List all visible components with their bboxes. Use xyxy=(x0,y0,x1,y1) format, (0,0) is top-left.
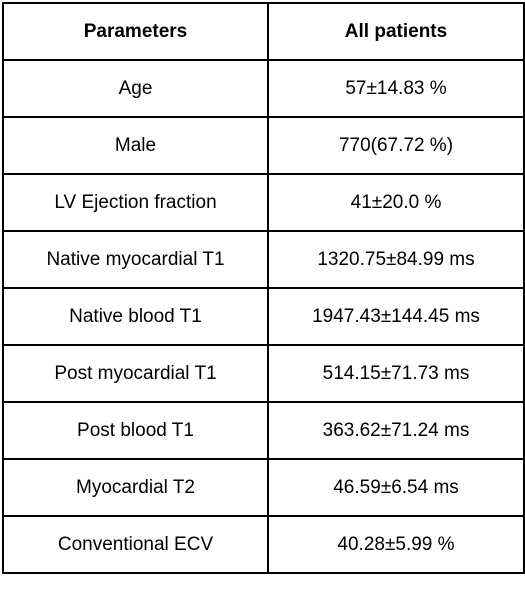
parameter-cell: Conventional ECV xyxy=(2,515,269,574)
value-cell: 46.59±6.54 ms xyxy=(267,458,525,517)
value-cell: 514.15±71.73 ms xyxy=(267,344,525,403)
value-cell: 770(67.72 %) xyxy=(267,116,525,175)
header-parameters: Parameters xyxy=(2,2,269,61)
parameter-cell: LV Ejection fraction xyxy=(2,173,269,232)
parameter-cell: Native blood T1 xyxy=(2,287,269,346)
table-header: Parameters All patients xyxy=(2,2,525,61)
parameter-cell: Myocardial T2 xyxy=(2,458,269,517)
table-row: LV Ejection fraction 41±20.0 % xyxy=(2,173,525,232)
table-row: Native blood T1 1947.43±144.45 ms xyxy=(2,287,525,346)
patient-parameters-table: Parameters All patients Age 57±14.83 % M… xyxy=(2,2,525,574)
parameter-cell: Male xyxy=(2,116,269,175)
value-cell: 40.28±5.99 % xyxy=(267,515,525,574)
header-row: Parameters All patients xyxy=(2,2,525,61)
value-cell: 41±20.0 % xyxy=(267,173,525,232)
value-cell: 1947.43±144.45 ms xyxy=(267,287,525,346)
table-row: Myocardial T2 46.59±6.54 ms xyxy=(2,458,525,517)
table-row: Age 57±14.83 % xyxy=(2,59,525,118)
parameter-cell: Native myocardial T1 xyxy=(2,230,269,289)
value-cell: 57±14.83 % xyxy=(267,59,525,118)
table-row: Post blood T1 363.62±71.24 ms xyxy=(2,401,525,460)
table-row: Conventional ECV 40.28±5.99 % xyxy=(2,515,525,574)
table-body: Age 57±14.83 % Male 770(67.72 %) LV Ejec… xyxy=(2,59,525,574)
table-row: Post myocardial T1 514.15±71.73 ms xyxy=(2,344,525,403)
value-cell: 363.62±71.24 ms xyxy=(267,401,525,460)
parameter-cell: Post blood T1 xyxy=(2,401,269,460)
value-cell: 1320.75±84.99 ms xyxy=(267,230,525,289)
parameter-cell: Post myocardial T1 xyxy=(2,344,269,403)
table-row: Native myocardial T1 1320.75±84.99 ms xyxy=(2,230,525,289)
parameter-cell: Age xyxy=(2,59,269,118)
header-all-patients: All patients xyxy=(267,2,525,61)
table-row: Male 770(67.72 %) xyxy=(2,116,525,175)
